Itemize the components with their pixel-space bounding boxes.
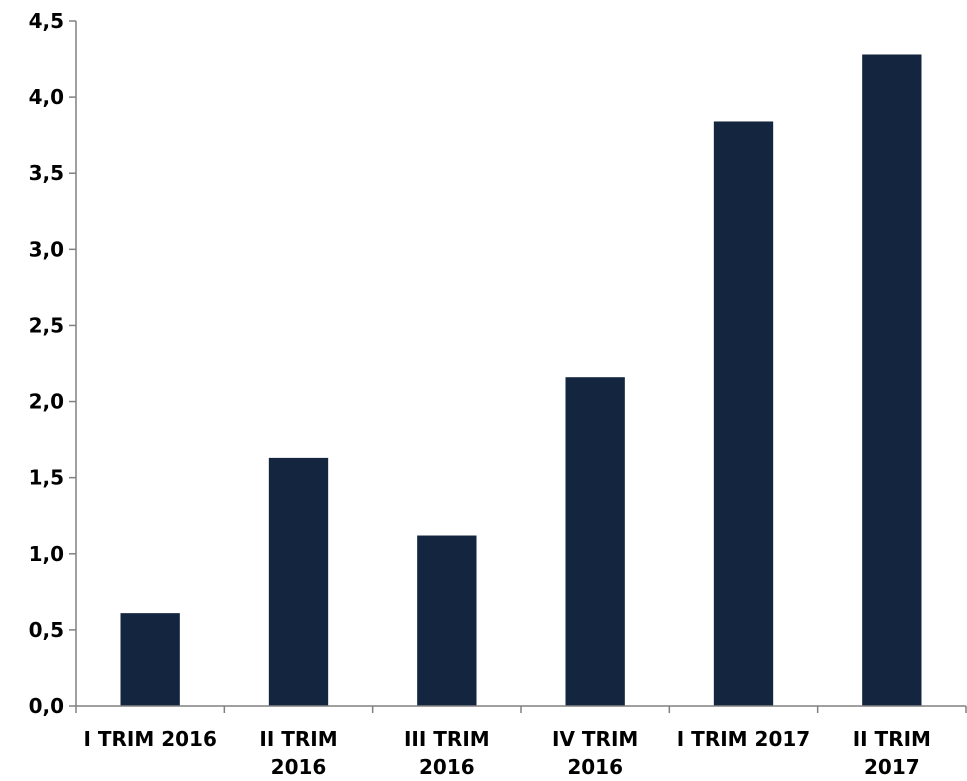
x-tick-label-line: III TRIM bbox=[404, 727, 490, 751]
bar bbox=[120, 613, 180, 706]
bar bbox=[268, 457, 329, 706]
x-tick-label-line: IV TRIM bbox=[552, 727, 638, 751]
x-tick-label: II TRIM 2016 bbox=[259, 727, 337, 779]
y-tick-label: 1,0 bbox=[29, 542, 64, 566]
x-tick-label: II TRIM 2017 bbox=[853, 727, 931, 779]
y-tick-label: 3,0 bbox=[29, 237, 64, 261]
x-tick-label-line: 2016 bbox=[419, 755, 475, 779]
x-tick-label-line: I TRIM 2017 bbox=[677, 727, 810, 751]
bar bbox=[417, 535, 477, 706]
x-tick-label: III TRIM 2016 bbox=[404, 727, 490, 779]
x-tick-label-line: 2016 bbox=[567, 755, 623, 779]
bars bbox=[120, 54, 922, 706]
y-tick-label: 2,0 bbox=[29, 390, 64, 414]
x-tick-label: IV TRIM 2016 bbox=[552, 727, 638, 779]
x-tick-label: I TRIM 2017 bbox=[677, 727, 810, 751]
bar bbox=[565, 377, 625, 706]
y-axis-ticks: 0,0 0,5 1,0 1,5 2,0 2,5 3,0 3,5 4,0 4,5 bbox=[29, 9, 76, 718]
y-tick-label: 4,5 bbox=[29, 9, 64, 33]
bar bbox=[862, 54, 922, 706]
bar bbox=[713, 121, 774, 706]
x-tick-label-line: 2017 bbox=[864, 755, 920, 779]
x-tick-label-line: II TRIM bbox=[259, 727, 337, 751]
y-tick-label: 3,5 bbox=[29, 161, 64, 185]
x-tick-label-line: 2016 bbox=[271, 755, 327, 779]
y-tick-label: 1,5 bbox=[29, 466, 64, 490]
y-tick-label: 0,5 bbox=[29, 618, 64, 642]
y-tick-label: 4,0 bbox=[29, 85, 64, 109]
x-tick-label-line: II TRIM bbox=[853, 727, 931, 751]
x-tick-label-line: I TRIM 2016 bbox=[83, 727, 216, 751]
y-tick-label: 2,5 bbox=[29, 313, 64, 337]
x-tick-label: I TRIM 2016 bbox=[83, 727, 216, 751]
y-tick-label: 0,0 bbox=[29, 694, 64, 718]
